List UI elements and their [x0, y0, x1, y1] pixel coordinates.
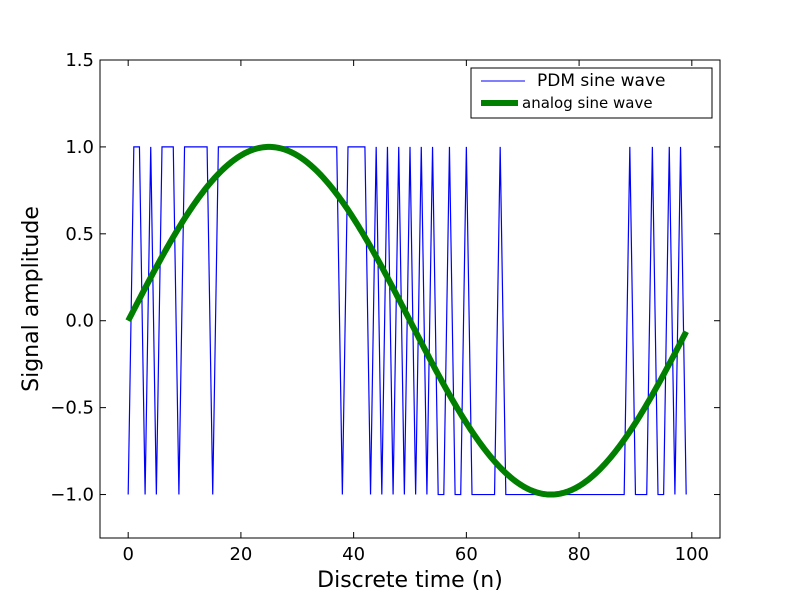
x-tick-label: 40 [342, 544, 365, 565]
y-tick-label: 0.5 [65, 224, 94, 245]
x-tick-label: 20 [229, 544, 252, 565]
plot-frame [99, 59, 721, 539]
x-tick-label: 0 [122, 544, 133, 565]
y-tick-label: 0.0 [65, 311, 94, 332]
x-tick-label: 80 [568, 544, 591, 565]
y-axis-label: Signal amplitude [19, 206, 44, 392]
legend: PDM sine wave analog sine wave [470, 67, 713, 119]
y-tick-label: 1.0 [65, 137, 94, 158]
series-layer [125, 143, 689, 498]
y-tick-label: −0.5 [50, 398, 94, 419]
legend-pdm-label: PDM sine wave [537, 71, 665, 91]
ticks-layer: 0 20 40 60 80 100 −1.0 −0.5 0.0 0.5 1.0 1.5 [50, 50, 720, 565]
y-tick-label: 1.5 [65, 50, 94, 71]
x-tick-label: 100 [675, 544, 709, 565]
x-axis-label: Discrete time (n) [317, 568, 503, 593]
x-tick-label: 60 [455, 544, 478, 565]
legend-analog-label: analog sine wave [522, 94, 653, 112]
y-tick-label: −1.0 [50, 485, 94, 506]
series-line-analog [125, 143, 689, 498]
plot-background [100, 60, 720, 538]
legend-box [470, 67, 713, 119]
